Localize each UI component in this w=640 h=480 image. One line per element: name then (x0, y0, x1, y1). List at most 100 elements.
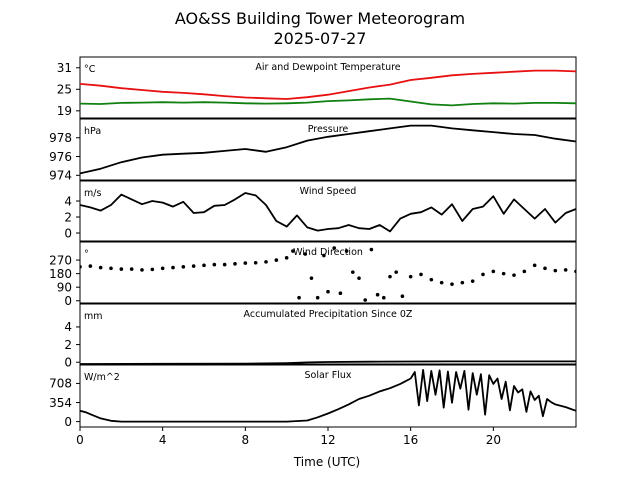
panel-3: 0 2 4 m/s Wind Speed (64, 180, 577, 242)
wind-direction-point (344, 249, 349, 253)
wind-direction-point (88, 264, 93, 268)
wind-direction-point (202, 263, 206, 268)
panel-frame (79, 180, 577, 242)
x-axis: 0 4 8 12 16 20 (76, 427, 501, 447)
panel-unit-label: m/s (84, 188, 101, 199)
y-tick-label: 354 (49, 396, 72, 410)
wind-direction-point (222, 262, 227, 267)
y-tick-label: 2 (64, 338, 72, 352)
y-tick-label: 0 (64, 294, 72, 308)
wind-direction-point (326, 289, 330, 294)
wind-direction-point (315, 295, 320, 300)
y-tick-label: 0 (64, 415, 72, 429)
wind-direction-point (291, 249, 295, 253)
wind-direction-point (491, 269, 496, 274)
wind-direction-point (322, 253, 326, 258)
wind-direction-point (369, 247, 374, 252)
wind-direction-point (274, 258, 279, 262)
panel-unit-label: °C (84, 64, 96, 75)
y-tick-label: 4 (64, 320, 72, 334)
wind-direction-point (303, 252, 308, 256)
wind-direction-point (532, 263, 537, 268)
panel-title: Air and Dewpoint Temperature (255, 62, 400, 73)
wind-direction-point (543, 266, 547, 271)
dewpoint-line (80, 97, 576, 107)
accumulated-precipitation-line (80, 360, 576, 364)
panel-6: 0 354 708 W/m^2 Solar Flux (49, 364, 577, 429)
wind-direction-point (98, 265, 103, 270)
x-tick-label: 16 (403, 433, 418, 447)
wind-direction-point (408, 274, 413, 279)
wind-direction-point (171, 265, 175, 270)
panel-title: Pressure (308, 124, 349, 135)
panel-1: 19 25 31 °C Air and Dewpoint Temperature (57, 56, 577, 119)
wind-direction-point (460, 280, 465, 285)
air-temperature-line (80, 69, 576, 100)
wind-direction-point (382, 295, 386, 300)
wind-direction-point (332, 246, 337, 250)
wind-direction-point (119, 267, 124, 271)
wind-speed-line (80, 192, 576, 233)
wind-direction-point (140, 268, 144, 272)
y-tick-label: 2 (64, 210, 72, 224)
x-tick-label: 20 (486, 433, 501, 447)
wind-direction-point (450, 282, 454, 286)
pressure-line (80, 124, 576, 175)
wind-direction-point (394, 270, 399, 274)
y-tick-label: 19 (57, 104, 72, 118)
panel-2: 974 976 978 hPa Pressure (49, 118, 577, 183)
wind-direction-point (563, 268, 568, 272)
x-tick-label: 4 (159, 433, 167, 447)
wind-direction-point (191, 264, 196, 268)
wind-direction-point (253, 260, 258, 265)
wind-direction-point (363, 298, 368, 302)
y-tick-label: 90 (57, 280, 72, 294)
y-tick-label: 180 (49, 267, 72, 281)
wind-direction-point (284, 256, 289, 260)
wind-direction-point (80, 265, 82, 269)
panel-5: 0 2 4 mm Accumulated Precipitation Since 0Z (64, 303, 577, 370)
solar-flux-line (80, 368, 576, 423)
panel-unit-label: ° (84, 249, 89, 260)
y-tick-label: 708 (49, 377, 72, 391)
wind-direction-point (357, 276, 361, 280)
wind-direction-point (160, 266, 165, 271)
figure-title: AO&SS Building Tower Meteorogram (175, 9, 465, 28)
wind-direction-point (212, 262, 217, 267)
wind-direction-point (501, 271, 506, 276)
x-axis-label: Time (UTC) (293, 455, 360, 469)
y-tick-label: 0 (64, 226, 72, 240)
x-tick-label: 8 (242, 433, 250, 447)
panel-title: Wind Direction (293, 247, 363, 258)
wind-direction-point (150, 267, 155, 272)
panel-unit-label: mm (84, 311, 103, 322)
wind-direction-point (351, 270, 355, 274)
wind-direction-point (574, 269, 576, 274)
wind-direction-point (419, 272, 423, 277)
y-tick-label: 31 (57, 61, 72, 75)
wind-direction-point (129, 267, 134, 271)
y-tick-label: 976 (49, 150, 72, 164)
y-tick-label: 25 (57, 83, 72, 97)
wind-direction-point (233, 262, 237, 266)
wind-direction-point (243, 261, 248, 265)
panel-title: Solar Flux (305, 370, 352, 381)
panel-frame (79, 118, 577, 181)
y-tick-label: 974 (49, 169, 72, 183)
wind-direction-point (481, 272, 485, 277)
wind-direction-point (388, 274, 392, 279)
y-tick-label: 978 (49, 131, 72, 145)
wind-direction-point (264, 260, 268, 264)
x-tick-label: 0 (76, 433, 84, 447)
panel-title: Wind Speed (300, 186, 357, 197)
panel-frame (79, 56, 577, 119)
panel-unit-label: hPa (84, 126, 101, 137)
panel-title: Accumulated Precipitation Since 0Z (244, 309, 413, 320)
wind-direction-point (181, 265, 186, 269)
wind-direction-point (429, 277, 434, 282)
panel-unit-label: W/m^2 (84, 372, 120, 383)
y-tick-label: 270 (49, 253, 72, 267)
wind-direction-point (297, 295, 301, 300)
